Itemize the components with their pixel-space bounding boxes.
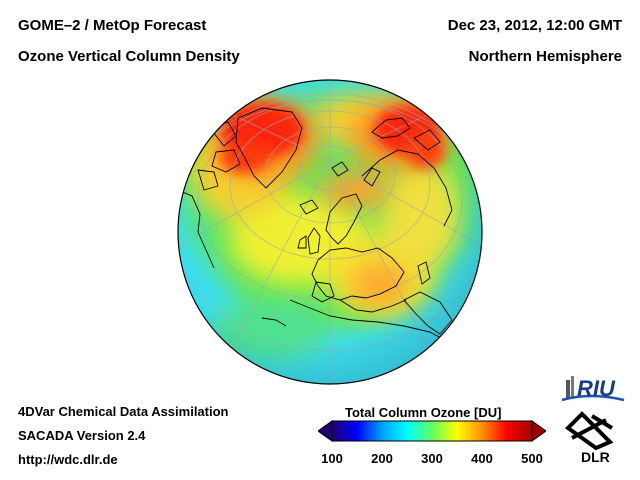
title-datetime: Dec 23, 2012, 12:00 GMT	[447, 17, 622, 34]
dlr-logo-text: DLR	[581, 449, 610, 465]
title-quantity: Ozone Vertical Column Density	[18, 48, 240, 65]
colorbar-tick-label: 500	[521, 451, 543, 466]
colorbar-high-arrow	[531, 420, 546, 442]
footer-url[interactable]: http://wdc.dlr.de	[18, 452, 118, 467]
riu-logo: RIU	[561, 376, 625, 402]
colorbar-ramp	[331, 420, 533, 442]
footer-method: 4DVar Chemical Data Assimilation	[18, 404, 229, 419]
ozone-field	[178, 80, 482, 384]
colorbar-tick-label: 100	[321, 451, 343, 466]
colorbar-tick-label: 400	[471, 451, 493, 466]
riu-logo-text: RIU	[577, 376, 616, 401]
footer-version: SACADA Version 2.4	[18, 428, 146, 443]
colorbar	[318, 420, 546, 442]
title-region: Northern Hemisphere	[468, 48, 622, 65]
colorbar-low-arrow	[318, 420, 333, 442]
colorbar-tick-label: 200	[371, 451, 393, 466]
colorbar-title: Total Column Ozone [DU]	[345, 405, 502, 420]
globe-outline	[177, 79, 483, 385]
colorbar-tick-label: 300	[421, 451, 443, 466]
title-product: GOME–2 / MetOp Forecast	[18, 17, 207, 34]
dlr-logo-mark	[564, 411, 614, 450]
